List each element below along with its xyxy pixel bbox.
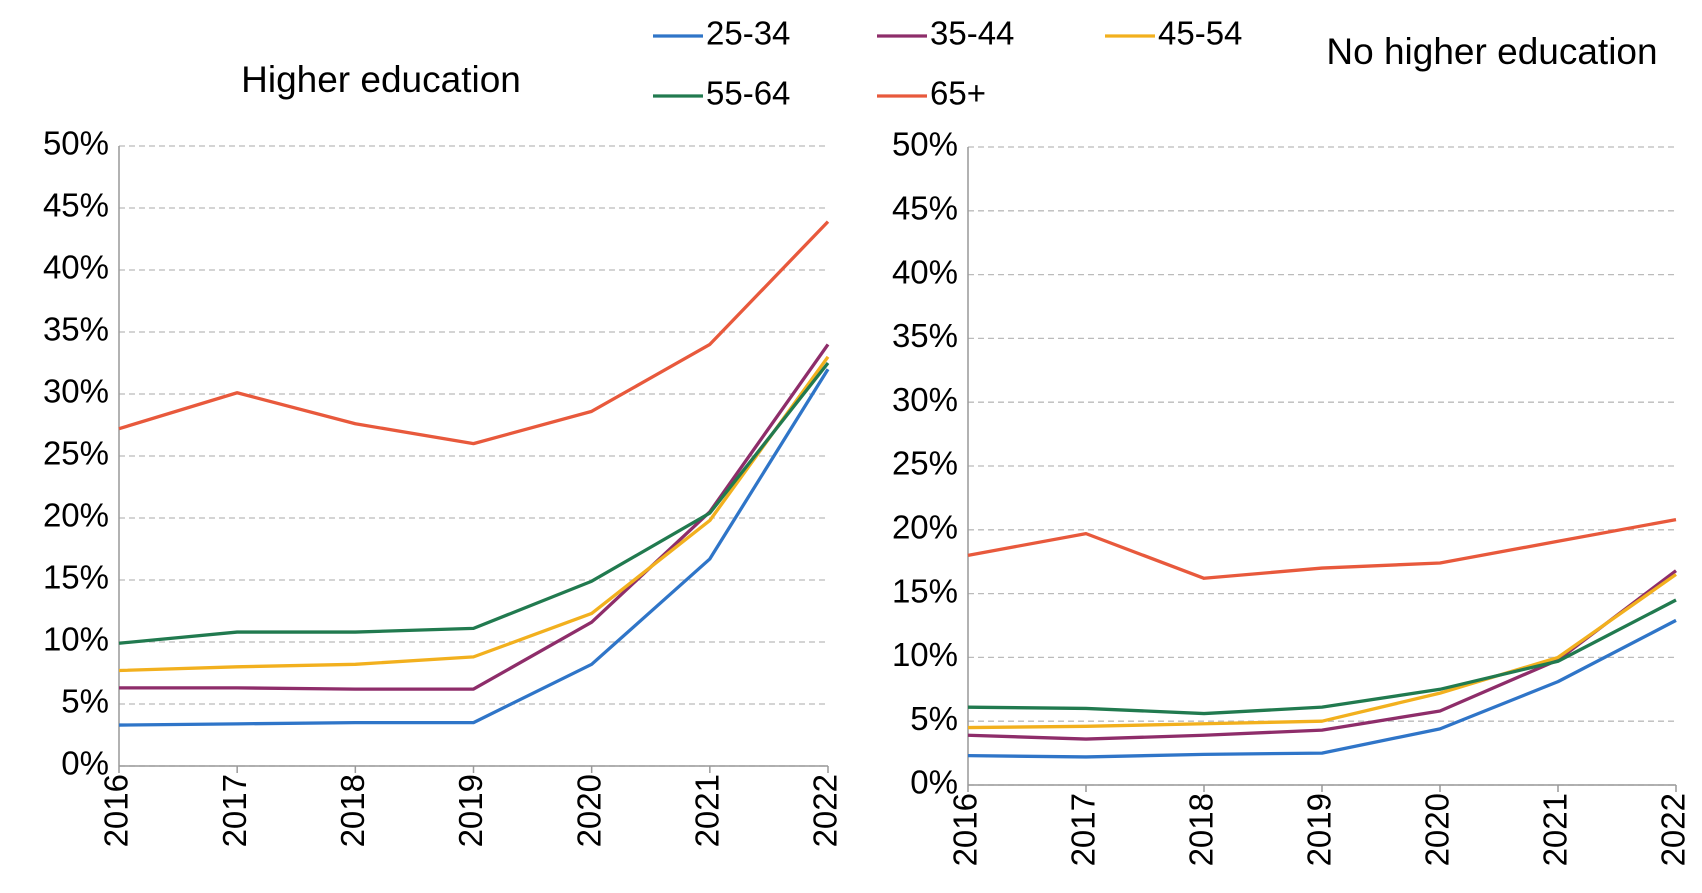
y-tick-label: 40% [892, 253, 958, 290]
y-tick-label: 25% [892, 445, 958, 482]
y-tick-label: 30% [43, 373, 109, 410]
x-tick-label: 2022 [1655, 793, 1692, 866]
x-tick-label: 2020 [570, 774, 607, 847]
chart-title: No higher education [1326, 31, 1657, 72]
data-line [118, 368, 830, 727]
y-tick-label: 35% [892, 317, 958, 354]
y-tick-label: 0% [910, 764, 958, 801]
legend-label: 45-54 [1158, 15, 1242, 52]
data-line [967, 517, 1677, 580]
y-tick-label: 30% [892, 381, 958, 418]
chart-title: Higher education [241, 59, 521, 100]
legend-label: 65+ [930, 75, 986, 112]
x-tick-label: 2016 [98, 774, 135, 847]
data-line [967, 598, 1677, 716]
x-tick-label: 2018 [334, 774, 371, 847]
y-tick-label: 35% [43, 311, 109, 348]
legend-label: 25-34 [706, 15, 790, 52]
legend-label: 55-64 [706, 75, 790, 112]
y-tick-label: 40% [43, 249, 109, 286]
x-tick-label: 2016 [947, 793, 984, 866]
y-tick-label: 15% [892, 572, 958, 609]
x-tick-label: 2017 [216, 774, 253, 847]
legend-label: 35-44 [930, 15, 1014, 52]
y-tick-label: 50% [43, 125, 109, 162]
y-tick-label: 5% [910, 700, 958, 737]
y-tick-label: 25% [43, 435, 109, 472]
y-tick-label: 15% [43, 559, 109, 596]
data-line [967, 573, 1677, 730]
x-tick-label: 2019 [452, 774, 489, 847]
x-tick-label: 2019 [1301, 793, 1338, 866]
y-tick-label: 20% [43, 497, 109, 534]
y-tick-label: 45% [43, 187, 109, 224]
data-line [118, 361, 830, 645]
y-tick-label: 45% [892, 190, 958, 227]
x-tick-label: 2018 [1183, 793, 1220, 866]
y-tick-label: 20% [892, 509, 958, 546]
x-tick-label: 2020 [1419, 793, 1456, 866]
x-tick-label: 2021 [689, 774, 726, 847]
data-line [118, 355, 830, 673]
x-tick-label: 2021 [1537, 793, 1574, 866]
y-tick-label: 5% [61, 683, 109, 720]
y-tick-label: 10% [892, 636, 958, 673]
y-tick-label: 0% [61, 745, 109, 782]
x-tick-label: 2017 [1065, 793, 1102, 866]
data-line [118, 220, 830, 446]
data-line [967, 618, 1677, 759]
x-tick-label: 2022 [807, 774, 844, 847]
y-tick-label: 10% [43, 621, 109, 658]
y-tick-label: 50% [892, 126, 958, 163]
